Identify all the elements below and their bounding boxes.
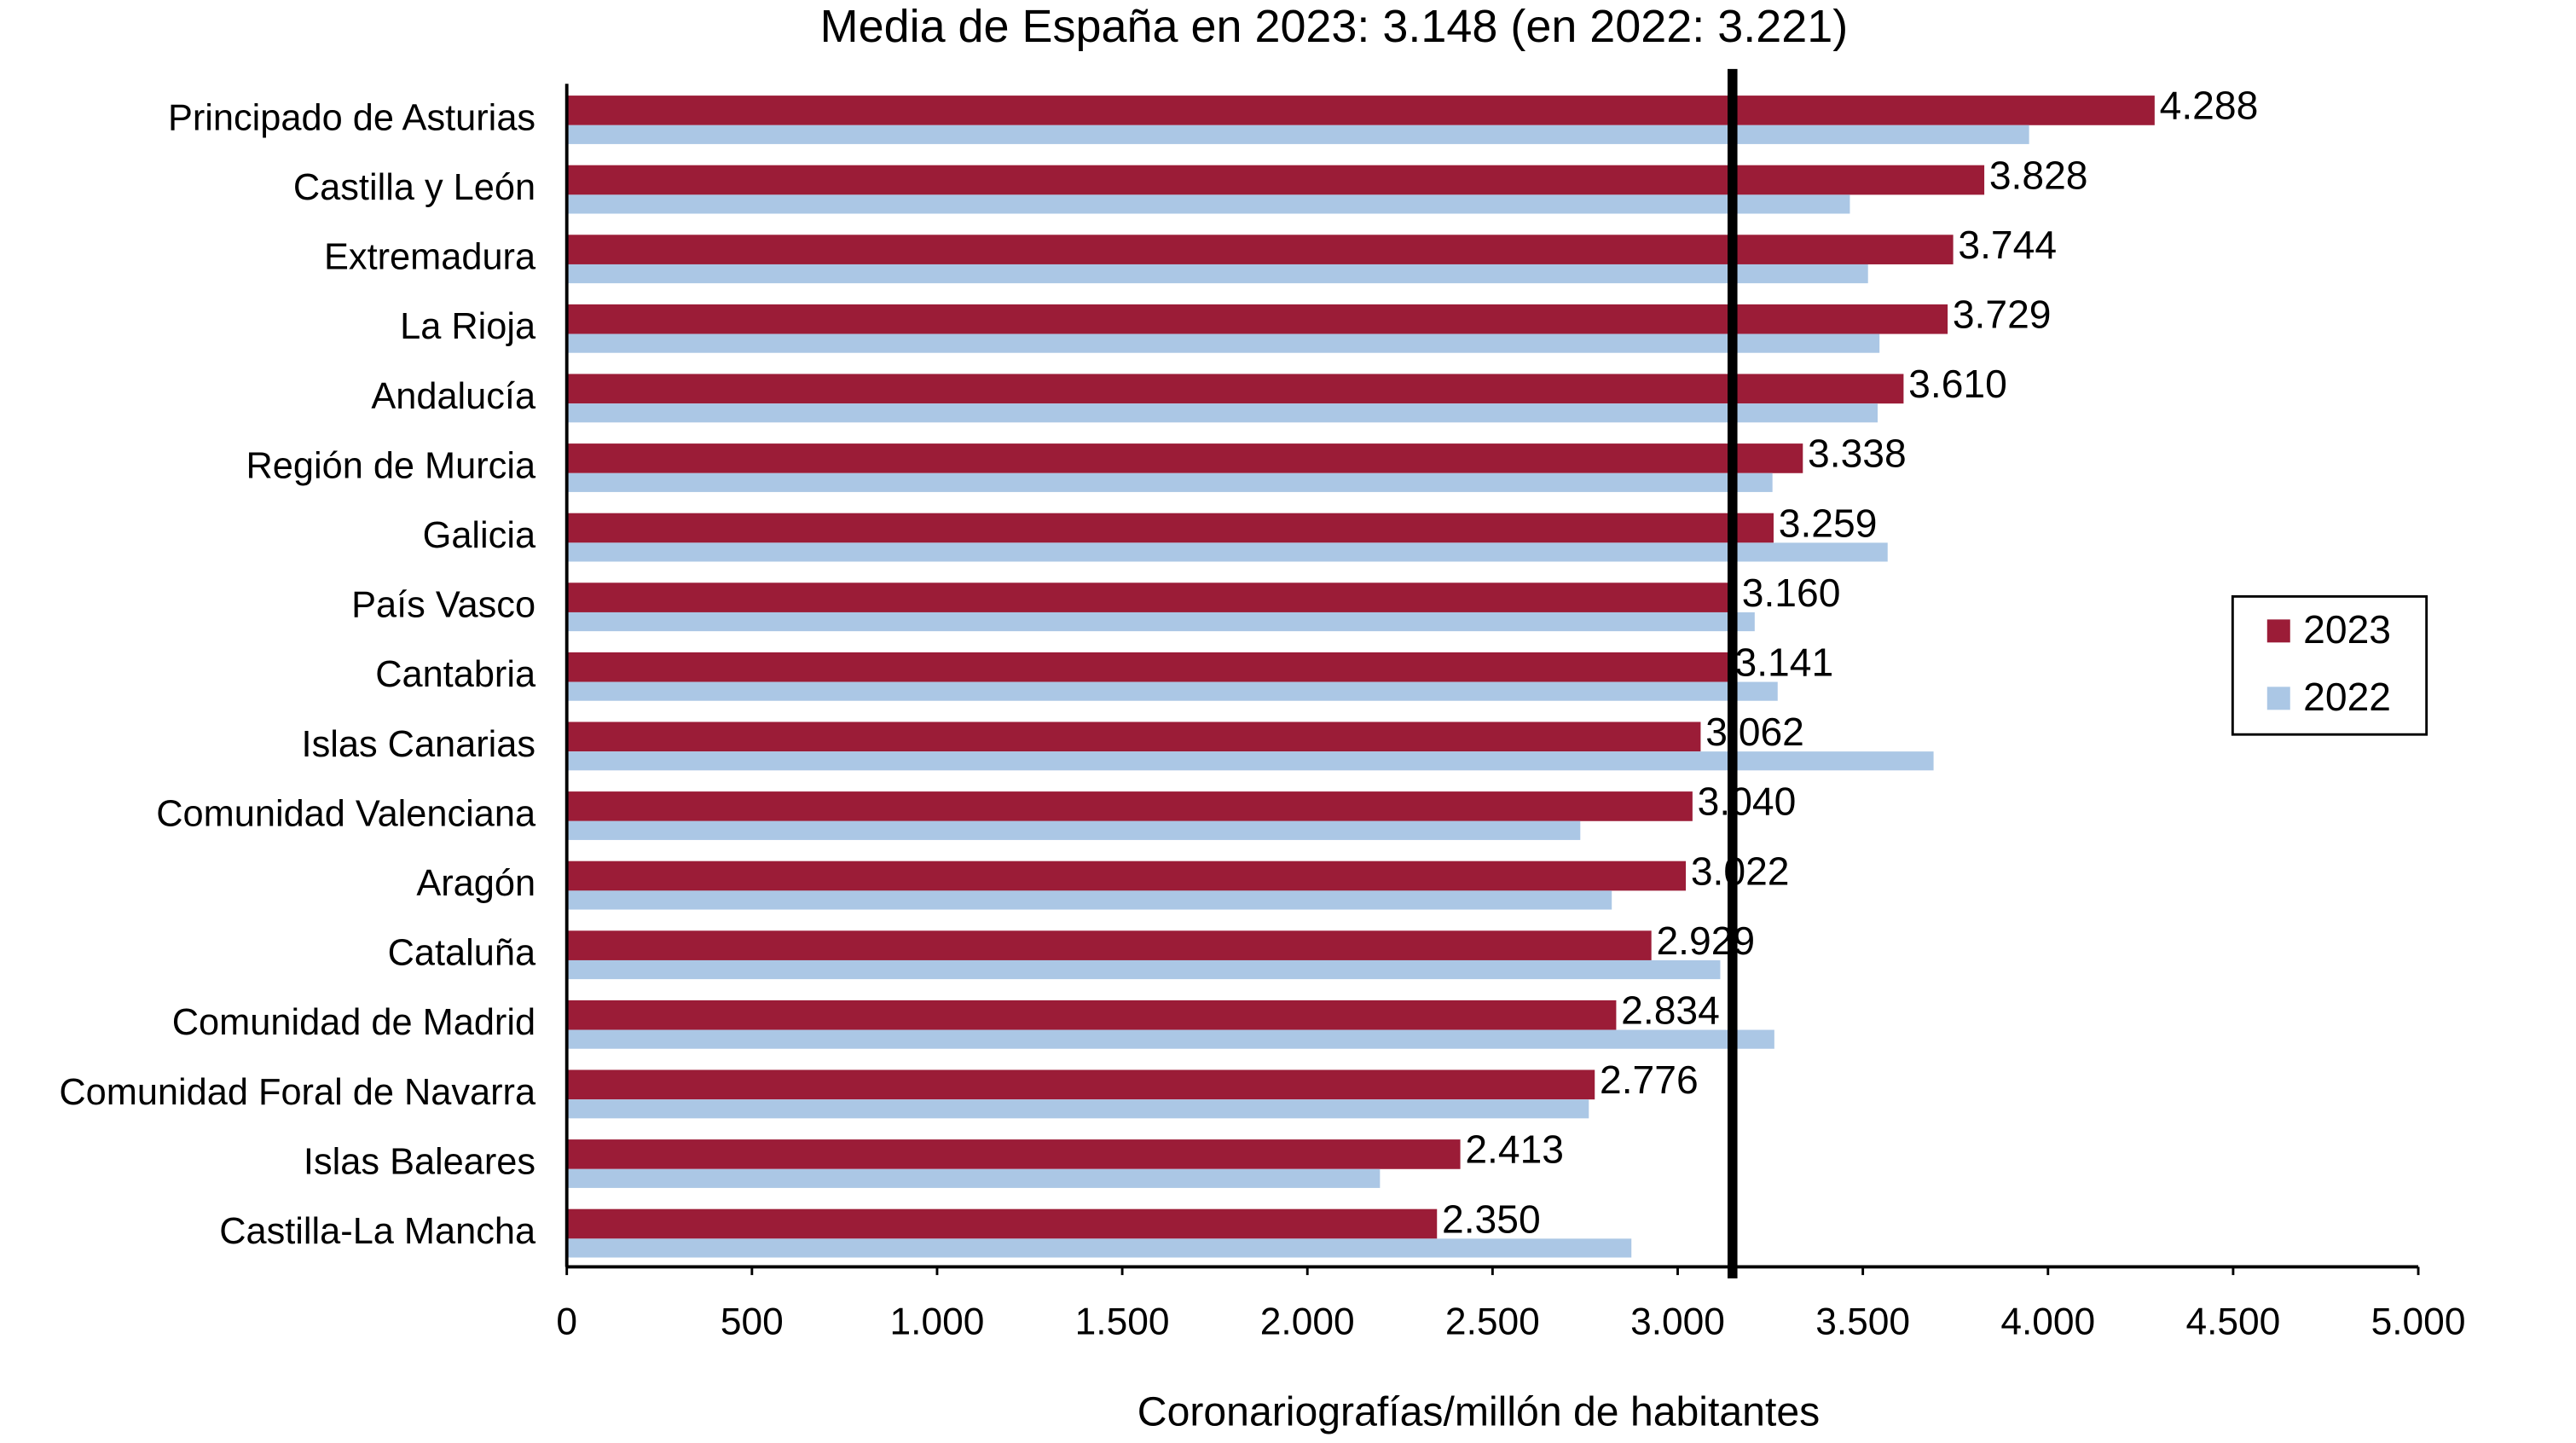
x-tick-label: 4.500 bbox=[2185, 1301, 2280, 1343]
bar bbox=[566, 235, 1954, 264]
category-label: Cantabria bbox=[375, 654, 536, 695]
legend-label: 2022 bbox=[2303, 675, 2391, 719]
x-tick-label: 2.000 bbox=[1260, 1301, 1355, 1343]
category-label: Cataluña bbox=[388, 933, 536, 974]
category-label: Islas Baleares bbox=[304, 1141, 535, 1182]
data-label: 3.022 bbox=[1691, 849, 1790, 893]
bar bbox=[566, 513, 1774, 543]
bar bbox=[566, 751, 1934, 771]
legend-label: 2023 bbox=[2303, 607, 2391, 652]
bar bbox=[566, 165, 1985, 195]
category-label: Galicia bbox=[423, 515, 536, 556]
category-label: Región de Murcia bbox=[246, 445, 535, 486]
bar bbox=[566, 125, 2029, 144]
x-tick-label: 2.500 bbox=[1445, 1301, 1540, 1343]
category-label: Castilla-La Mancha bbox=[219, 1211, 536, 1252]
bar bbox=[566, 1099, 1589, 1119]
x-tick-label: 3.000 bbox=[1630, 1301, 1725, 1343]
bar bbox=[566, 542, 1888, 562]
bar bbox=[566, 722, 1701, 752]
bar bbox=[566, 652, 1730, 682]
data-label: 3.828 bbox=[1989, 153, 2088, 197]
data-label: 3.160 bbox=[1742, 571, 1841, 615]
bar bbox=[566, 1139, 1461, 1169]
legend-box bbox=[2231, 594, 2428, 736]
legend-swatch bbox=[2266, 687, 2290, 710]
data-label: 2.350 bbox=[1442, 1197, 1541, 1241]
x-axis-title: Coronariografías/millón de habitantes bbox=[1137, 1389, 1820, 1435]
data-label: 2.776 bbox=[1600, 1058, 1699, 1102]
data-label: 3.338 bbox=[1808, 432, 1907, 476]
bar bbox=[566, 681, 1778, 701]
category-label: Andalucía bbox=[371, 376, 536, 417]
data-label: 3.141 bbox=[1735, 640, 1834, 685]
data-label: 2.834 bbox=[1621, 988, 1720, 1033]
x-tick-label: 500 bbox=[721, 1301, 784, 1343]
bar bbox=[566, 333, 1880, 353]
chart-title: Media de España en 2023: 3.148 (en 2022:… bbox=[820, 1, 1849, 52]
category-label: Castilla y León bbox=[293, 167, 535, 208]
bar bbox=[566, 959, 1721, 980]
bar bbox=[566, 820, 1581, 840]
bar bbox=[566, 582, 1737, 612]
x-tick-label: 1.500 bbox=[1075, 1301, 1170, 1343]
category-label: Comunidad de Madrid bbox=[172, 1002, 535, 1043]
x-tick-label: 5.000 bbox=[2371, 1301, 2466, 1343]
data-label: 3.062 bbox=[1705, 710, 1804, 754]
x-tick-label: 1.000 bbox=[890, 1301, 985, 1343]
legend-swatch bbox=[2266, 619, 2290, 643]
bar bbox=[566, 374, 1904, 404]
data-label: 4.288 bbox=[2160, 84, 2259, 128]
bar bbox=[566, 791, 1693, 821]
x-tick-label: 0 bbox=[556, 1301, 577, 1343]
x-tick-label: 4.000 bbox=[2000, 1301, 2095, 1343]
bar bbox=[566, 472, 1773, 492]
category-label: La Rioja bbox=[400, 306, 536, 347]
data-label: 2.413 bbox=[1465, 1127, 1564, 1172]
bar bbox=[566, 443, 1803, 473]
bar bbox=[566, 930, 1652, 960]
data-label: 3.729 bbox=[1953, 293, 2052, 337]
bar bbox=[566, 1069, 1595, 1100]
category-label: Islas Canarias bbox=[302, 724, 536, 765]
bar bbox=[566, 403, 1878, 423]
x-tick-label: 3.500 bbox=[1815, 1301, 1910, 1343]
bar bbox=[566, 611, 1755, 632]
bar bbox=[566, 1208, 1438, 1239]
category-label: País Vasco bbox=[351, 585, 535, 626]
data-label: 3.259 bbox=[1779, 501, 1878, 545]
bar bbox=[566, 861, 1687, 891]
bar bbox=[566, 194, 1850, 214]
bar bbox=[566, 1000, 1617, 1030]
bar bbox=[566, 264, 1868, 284]
category-label: Comunidad Foral de Navarra bbox=[59, 1072, 536, 1113]
category-label: Aragón bbox=[416, 863, 535, 904]
bar bbox=[566, 1238, 1632, 1258]
data-label: 3.744 bbox=[1958, 223, 2057, 267]
category-label: Principado de Asturias bbox=[168, 97, 535, 138]
category-label: Comunidad Valenciana bbox=[156, 793, 536, 834]
data-label: 3.040 bbox=[1698, 779, 1797, 824]
bar bbox=[566, 1029, 1774, 1049]
bar bbox=[566, 890, 1612, 910]
bar bbox=[566, 1168, 1381, 1188]
bar bbox=[566, 96, 2155, 125]
bar bbox=[566, 304, 1948, 334]
data-label: 2.929 bbox=[1656, 919, 1755, 963]
data-label: 3.610 bbox=[1908, 362, 2007, 406]
category-label: Extremadura bbox=[324, 237, 536, 278]
